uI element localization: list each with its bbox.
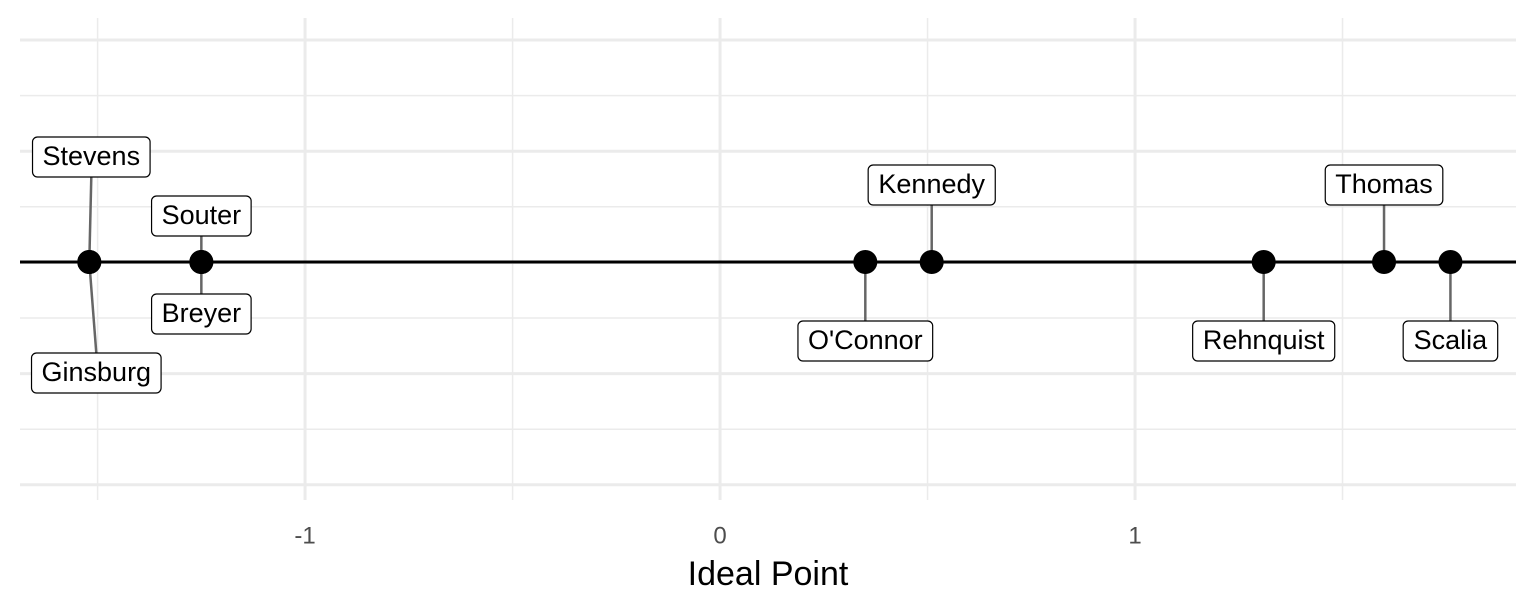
label-group: O'Connor bbox=[797, 262, 934, 362]
connector bbox=[88, 176, 93, 263]
point bbox=[919, 250, 944, 274]
label-box bbox=[150, 293, 252, 335]
label-group: Scalia bbox=[1402, 262, 1499, 362]
point bbox=[1251, 250, 1276, 274]
label-group: Stevens bbox=[31, 136, 151, 263]
point bbox=[853, 250, 878, 274]
x-tick-label: -1 bbox=[294, 522, 315, 549]
label-box bbox=[1402, 320, 1499, 362]
label-box bbox=[867, 164, 996, 206]
label-box bbox=[31, 136, 151, 178]
label-group: Souter bbox=[150, 195, 252, 262]
x-tick-label: 0 bbox=[713, 522, 726, 549]
point bbox=[189, 250, 214, 274]
point-label: O'Connor bbox=[808, 325, 923, 355]
connector bbox=[88, 261, 98, 354]
point bbox=[77, 250, 102, 274]
point-label: Souter bbox=[162, 200, 242, 230]
label-box bbox=[150, 195, 252, 237]
label-box bbox=[797, 320, 934, 362]
label-box bbox=[30, 352, 162, 394]
point-label: Thomas bbox=[1335, 169, 1433, 199]
label-group: Kennedy bbox=[867, 164, 996, 262]
point-label: Breyer bbox=[162, 298, 242, 328]
x-tick-label: 1 bbox=[1128, 522, 1141, 549]
point-label: Kennedy bbox=[878, 169, 985, 199]
point-label: Ginsburg bbox=[42, 357, 152, 387]
point-label: Rehnquist bbox=[1203, 325, 1325, 355]
point-label: Stevens bbox=[43, 141, 141, 171]
point-label: Scalia bbox=[1414, 325, 1489, 355]
label-group: Rehnquist bbox=[1192, 262, 1336, 362]
label-group: Ginsburg bbox=[30, 261, 162, 394]
x-axis-title: Ideal Point bbox=[688, 555, 849, 593]
label-box bbox=[1324, 164, 1444, 206]
label-box bbox=[1192, 320, 1336, 362]
label-group: Thomas bbox=[1324, 164, 1444, 262]
point bbox=[1438, 250, 1463, 274]
point bbox=[1372, 250, 1397, 274]
